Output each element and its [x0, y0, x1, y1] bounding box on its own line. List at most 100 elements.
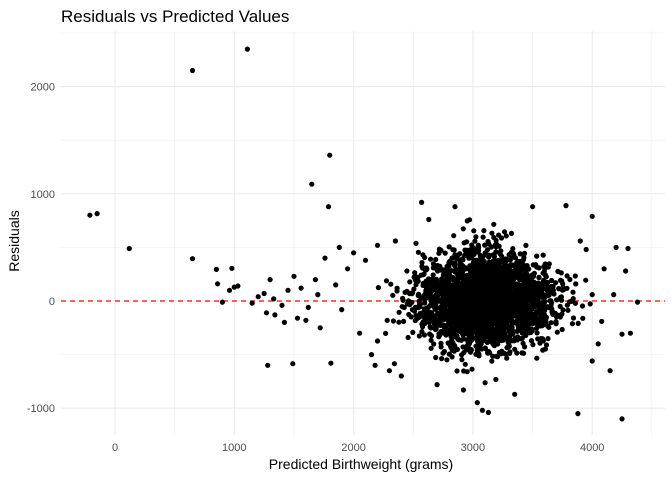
data-point [500, 297, 506, 303]
data-point [431, 318, 437, 324]
data-point [481, 228, 487, 234]
data-point [375, 285, 381, 291]
data-point [553, 280, 559, 286]
data-point [451, 283, 457, 289]
data-point [575, 411, 581, 417]
data-point [542, 299, 548, 305]
data-point [431, 286, 437, 292]
data-point [425, 295, 431, 301]
data-point [398, 373, 404, 379]
data-point [545, 336, 551, 342]
data-point [512, 346, 518, 352]
data-point [454, 368, 460, 374]
data-point [431, 341, 437, 347]
data-point [215, 281, 221, 287]
data-point [452, 263, 458, 269]
data-point [502, 332, 508, 338]
data-point [464, 369, 470, 375]
data-point [449, 276, 456, 282]
data-point [490, 321, 496, 327]
data-point [481, 327, 487, 333]
data-point [465, 340, 471, 346]
data-point [523, 242, 529, 248]
data-point [455, 315, 461, 321]
data-point [433, 354, 439, 361]
data-point [545, 323, 551, 329]
data-point [577, 238, 583, 244]
data-point [426, 276, 432, 282]
data-point [583, 246, 589, 253]
data-point [465, 294, 471, 301]
data-point [461, 240, 467, 246]
data-point [489, 294, 495, 300]
data-point [514, 302, 520, 308]
data-point [472, 262, 478, 268]
data-point [456, 290, 462, 296]
data-point [427, 324, 433, 330]
data-point [478, 300, 485, 306]
data-point [531, 290, 538, 296]
data-point [522, 277, 528, 284]
data-point [305, 304, 311, 310]
data-point [255, 294, 261, 300]
data-point [464, 323, 471, 329]
data-point [521, 250, 528, 256]
data-point [557, 303, 563, 309]
data-point [530, 204, 536, 210]
data-point [492, 302, 498, 308]
data-point [421, 271, 427, 277]
data-point [510, 277, 516, 283]
data-point [599, 318, 605, 324]
data-point [328, 360, 334, 366]
data-point [448, 268, 454, 274]
data-point [473, 234, 479, 240]
data-point [333, 282, 339, 288]
data-point [495, 286, 501, 292]
data-point [431, 303, 437, 309]
data-point [520, 261, 526, 268]
data-point [515, 334, 521, 340]
data-point [536, 275, 542, 281]
data-point [569, 321, 576, 327]
data-point [459, 357, 465, 363]
data-point [559, 326, 565, 333]
data-point [490, 336, 496, 342]
data-point [440, 310, 446, 316]
data-point [189, 67, 196, 74]
data-point [570, 289, 576, 295]
data-point [474, 337, 481, 343]
data-point [530, 342, 536, 348]
data-point [485, 317, 491, 323]
data-point [213, 266, 219, 272]
data-point [470, 323, 476, 329]
data-point [424, 290, 430, 296]
data-point [493, 376, 499, 383]
data-point [575, 320, 581, 326]
data-point [401, 304, 407, 311]
data-point [507, 329, 513, 335]
data-point [493, 271, 499, 278]
data-point [420, 282, 426, 288]
data-point [451, 233, 457, 239]
data-point [565, 307, 571, 313]
data-point [451, 328, 457, 334]
data-point [539, 323, 545, 329]
data-point [322, 255, 328, 261]
data-point [508, 249, 515, 255]
data-point [455, 252, 461, 258]
data-point [404, 268, 410, 274]
data-point [522, 344, 528, 350]
data-point [392, 238, 398, 244]
data-point [481, 293, 487, 299]
data-point [468, 347, 474, 353]
data-point [501, 272, 507, 278]
data-point [573, 281, 579, 287]
data-point [518, 300, 525, 306]
data-point [560, 281, 566, 287]
data-point [446, 244, 452, 250]
data-point [449, 292, 455, 298]
data-point [390, 292, 396, 298]
y-tick-label: 1000 [31, 189, 55, 201]
data-point [481, 338, 487, 344]
data-point [443, 280, 449, 286]
